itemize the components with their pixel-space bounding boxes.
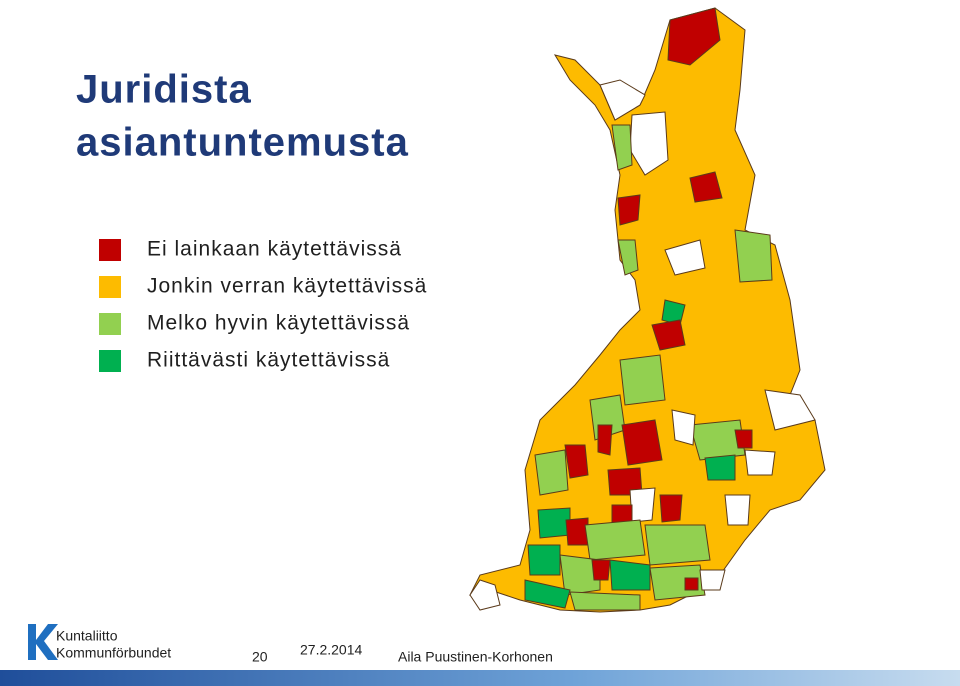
footer-bar [0, 670, 960, 686]
legend-swatch [99, 239, 121, 261]
map [469, 7, 826, 613]
legend-label: Melko hyvin käytettävissä [147, 312, 410, 335]
legend-label: Riittävästi käytettävissä [147, 349, 390, 372]
title-line: asiantuntemusta [76, 121, 409, 165]
logo: Kuntaliitto Kommunförbundet [28, 624, 171, 661]
author: Aila Puustinen-Korhonen [398, 649, 553, 665]
legend-swatch [99, 313, 121, 335]
legend: Ei lainkaan käytettävissä Jonkin verran k… [99, 238, 427, 372]
date: 27.2.2014 [300, 642, 362, 658]
logo-text: Kommunförbundet [56, 645, 171, 661]
legend-swatch [99, 276, 121, 298]
title-line: Juridista [76, 68, 252, 112]
page-number: 20 [252, 649, 268, 665]
logo-text: Kuntaliitto [56, 628, 118, 644]
logo-mark [28, 624, 58, 660]
legend-label: Jonkin verran käytettävissä [147, 275, 427, 298]
legend-label: Ei lainkaan käytettävissä [147, 238, 402, 261]
legend-swatch [99, 350, 121, 372]
